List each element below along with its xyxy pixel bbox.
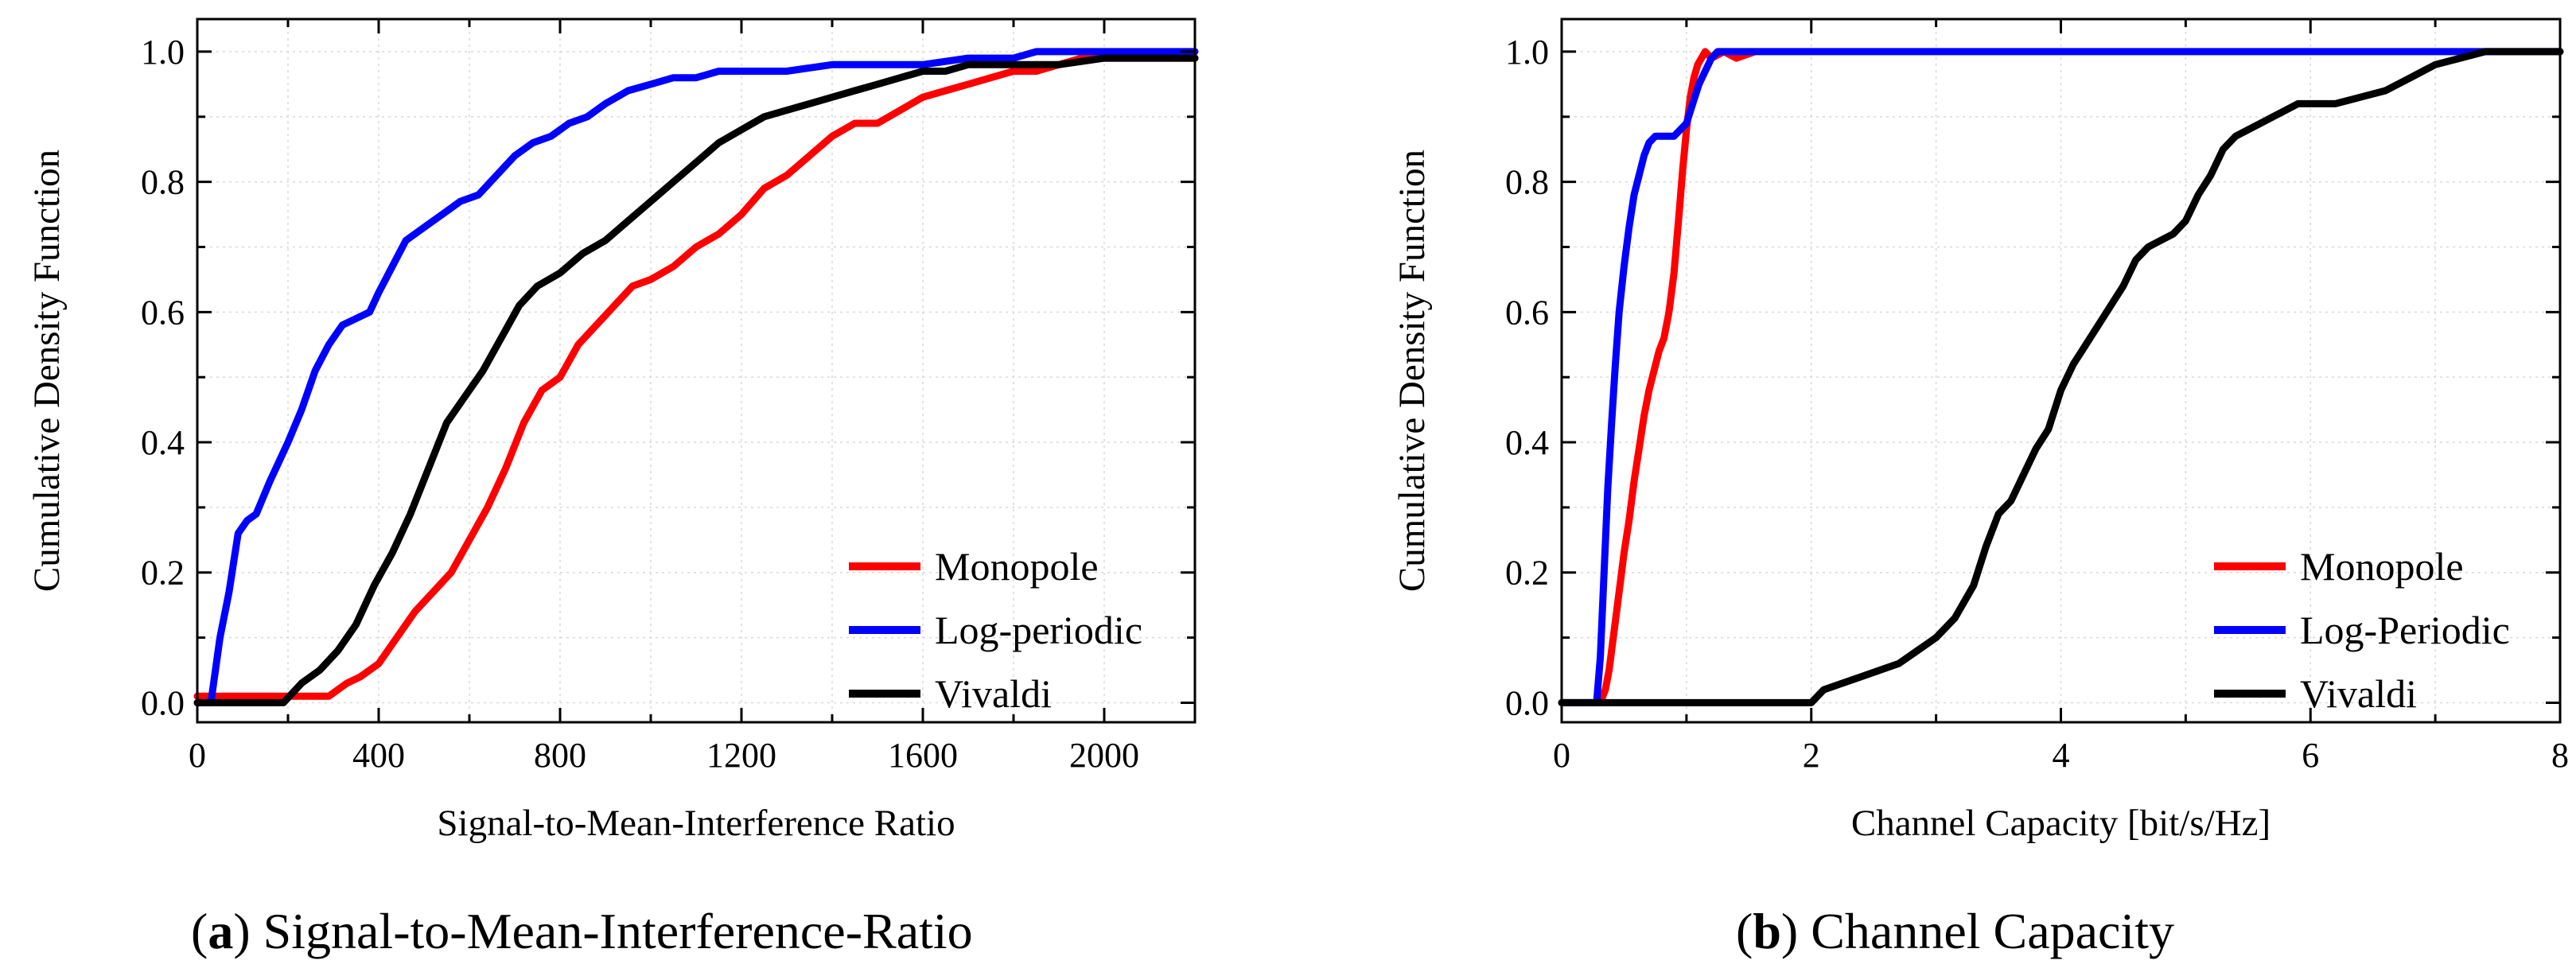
grid <box>1562 19 2560 722</box>
legend-label-log-periodic: Log-Periodic <box>2300 608 2510 652</box>
x-tick-label: 1600 <box>888 736 958 775</box>
caption-paren-open: ( <box>191 903 208 959</box>
x-tick-label: 6 <box>2302 736 2319 775</box>
x-tick-label: 400 <box>352 736 405 775</box>
y-axis-label: Cumulative Density Function <box>26 150 68 592</box>
x-tick-label: 0 <box>1553 736 1570 775</box>
y-tick-label: 0.6 <box>141 293 185 332</box>
caption-letter: a <box>208 903 233 959</box>
y-tick-label: 0.4 <box>141 423 185 462</box>
caption-letter: b <box>1753 903 1781 959</box>
caption-text: Channel Capacity <box>1811 903 2174 959</box>
legend-label-log-periodic: Log-periodic <box>935 608 1142 652</box>
series-line-log-periodic <box>193 48 1199 706</box>
x-tick-label: 800 <box>534 736 586 775</box>
chart-a: 0 400 800 1200 1600 2000 0.0 0.2 0.4 0.6 0.8 1.0 Sig… <box>26 17 1199 959</box>
y-tick-label: 0.8 <box>141 163 185 202</box>
caption-paren-close: ) <box>233 903 263 959</box>
x-axis-label: Signal-to-Mean-Interference Ratio <box>437 803 955 844</box>
x-tick-label: 8 <box>2551 736 2569 775</box>
legend-label-vivaldi: Vivaldi <box>2300 671 2417 716</box>
figure-caption: (b) Channel Capacity <box>1736 903 2174 959</box>
y-tick-label: 1.0 <box>1505 33 1549 72</box>
legend-label-monopole: Monopole <box>2300 544 2464 589</box>
y-tick-label: 0.8 <box>1505 163 1549 202</box>
caption-paren-close: ) <box>1781 903 1811 959</box>
series-line-log-periodic <box>1558 48 2564 706</box>
y-axis-label: Cumulative Density Function <box>1391 150 1433 592</box>
caption-text: Signal-to-Mean-Interference-Ratio <box>263 903 973 959</box>
legend-label-monopole: Monopole <box>935 544 1099 589</box>
x-tick-label: 0 <box>189 736 206 775</box>
x-axis-label: Channel Capacity [bit/s/Hz] <box>1851 803 2271 844</box>
x-tick-label: 2000 <box>1069 736 1139 775</box>
series-line-monopole <box>193 54 1199 700</box>
y-tick-label: 0.2 <box>141 554 185 593</box>
series-line-monopole <box>1597 48 1759 706</box>
y-tick-label: 0.0 <box>1505 683 1549 722</box>
chart-b: 0 2 4 6 8 0.0 0.2 0.4 0.6 0.8 1.0 Channel Capacity … <box>1391 17 2569 959</box>
figure-caption: (a) Signal-to-Mean-Interference-Ratio <box>191 903 973 959</box>
y-tick-label: 0.0 <box>141 683 185 722</box>
y-tick-label: 0.2 <box>1505 554 1549 593</box>
x-tick-label: 4 <box>2053 736 2070 775</box>
y-tick-label: 1.0 <box>141 33 185 72</box>
series-line-vivaldi <box>193 54 1199 706</box>
y-tick-label: 0.4 <box>1505 423 1549 462</box>
x-tick-label: 1200 <box>706 736 776 775</box>
y-tick-label: 0.6 <box>1505 293 1549 332</box>
caption-paren-open: ( <box>1736 903 1753 959</box>
x-tick-label: 2 <box>1803 736 1820 775</box>
legend-label-vivaldi: Vivaldi <box>935 671 1052 716</box>
series-line-vivaldi <box>1558 48 2564 706</box>
axes-frame <box>196 17 1197 724</box>
